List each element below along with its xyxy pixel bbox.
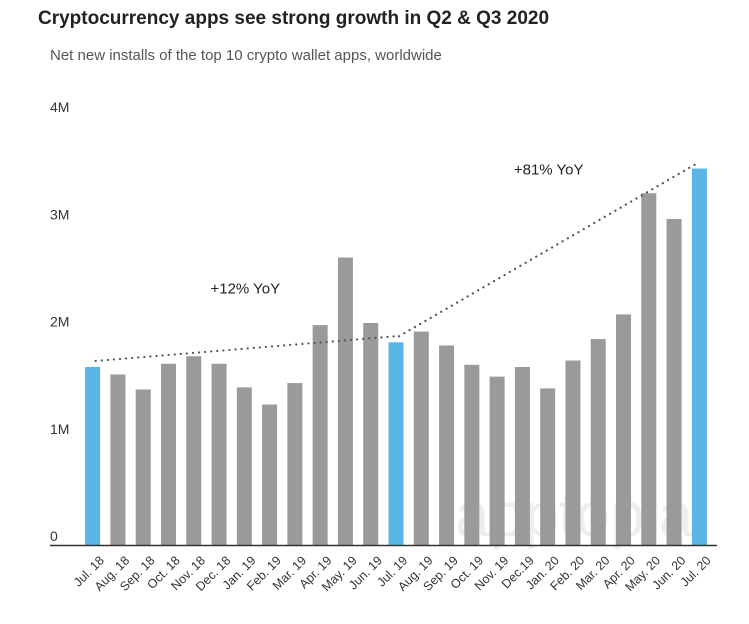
y-tick-label: 2M [50,314,69,330]
bar [616,314,632,545]
bar [287,383,303,545]
trend-annotation: +12% YoY [210,281,280,298]
y-tick-label: 0 [50,528,58,544]
chart-subtitle: Net new installs of the top 10 crypto wa… [50,47,442,64]
bar [211,363,227,545]
bar [160,363,176,545]
bar-highlighted [691,168,707,546]
y-tick-label: 4M [50,99,69,115]
bars [85,168,707,546]
bar [489,376,505,545]
bar [565,360,581,545]
bar [262,404,278,545]
bar [540,388,556,545]
y-tick-label: 3M [50,206,69,222]
trend-annotation: +81% YoY [514,161,584,178]
bar [135,389,151,545]
bar [312,325,328,545]
bar [590,339,606,545]
bar [439,345,455,545]
annotations: +12% YoY +81% YoY [210,161,583,297]
bar [186,356,202,545]
bar [363,322,379,545]
bar-highlighted [85,366,101,545]
bar [514,366,530,545]
bar [236,387,252,545]
bar [337,257,353,545]
bar [666,218,682,545]
bar [413,331,429,545]
bar-highlighted [388,342,404,545]
chart-title: Cryptocurrency apps see strong growth in… [38,8,550,29]
bar [110,374,126,545]
bar [641,193,657,545]
y-axis: 0 1M 2M 3M 4M [50,99,69,544]
y-tick-label: 1M [50,421,69,437]
trend-line [94,335,397,363]
bar [464,364,480,545]
trend-lines [94,161,700,363]
